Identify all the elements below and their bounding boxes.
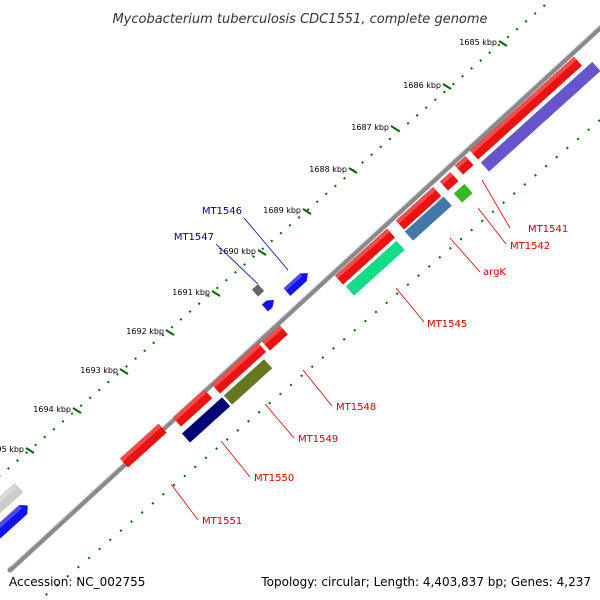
tick-mark bbox=[25, 447, 35, 454]
feature-argk bbox=[395, 186, 442, 230]
accession-text: Accession: NC_002755 bbox=[9, 575, 145, 589]
gene-features bbox=[0, 56, 600, 539]
feature-argk-shade bbox=[395, 187, 436, 224]
feature-argk-inner bbox=[404, 196, 452, 241]
feature-mt1547 bbox=[251, 283, 265, 297]
feature-mt1548-shade bbox=[261, 325, 283, 345]
feature-mt1542-shade bbox=[439, 172, 454, 185]
feature-mt1541-shade bbox=[469, 56, 577, 154]
feature-mt1551 bbox=[119, 423, 167, 468]
tick-mark bbox=[390, 125, 400, 132]
feature-mt1549-shade bbox=[211, 343, 261, 388]
feature-mt1548 bbox=[261, 325, 289, 351]
feature-mt1541 bbox=[469, 56, 583, 160]
gene-label-mt1542[interactable]: MT1542 bbox=[510, 241, 550, 252]
feature-mt1542-inner bbox=[453, 183, 473, 203]
feature-mt1545-inner bbox=[345, 240, 405, 296]
feature-left-blue-shade bbox=[0, 505, 22, 529]
genome-summary-text: Topology: circular; Length: 4,403,837 bp… bbox=[260, 575, 591, 589]
tick-label: 1692 kbp bbox=[126, 327, 164, 336]
feature-mt1542b-shade bbox=[454, 156, 469, 169]
inner-tick-ring bbox=[39, 119, 600, 600]
gene-label-mt1546[interactable]: MT1546 bbox=[202, 206, 242, 217]
gene-labels: MT1541 MT1542 argK MT1545 MT1546 MT1547 MT1548… bbox=[174, 206, 568, 527]
feature-mt1546 bbox=[283, 272, 309, 297]
gene-leaders bbox=[170, 179, 511, 521]
leader-line bbox=[264, 403, 295, 439]
leader-line bbox=[449, 237, 481, 273]
tick-mark bbox=[257, 249, 267, 256]
feature-mt1545-shade bbox=[334, 228, 390, 279]
gene-label-mt1550[interactable]: MT1550 bbox=[254, 473, 294, 484]
feature-mt1551-shade bbox=[119, 423, 162, 462]
tick-label: 1685 kbp bbox=[459, 38, 497, 47]
genome-backbone-highlight bbox=[9, 24, 600, 568]
gene-label-mt1548[interactable]: MT1548 bbox=[336, 402, 376, 413]
gene-label-mt1549[interactable]: MT1549 bbox=[298, 434, 338, 445]
tick-mark bbox=[211, 290, 221, 297]
tick-label: 1691 kbp bbox=[172, 288, 210, 297]
tick-label: 1686 kbp bbox=[403, 81, 441, 90]
tick-labels: 1685 kbp 1686 kbp 1687 kbp 1688 kbp 1689 kbp… bbox=[0, 38, 508, 454]
feature-mt1550-inner bbox=[181, 397, 231, 443]
leader-line bbox=[481, 179, 511, 229]
gene-label-mt1551[interactable]: MT1551 bbox=[202, 516, 242, 527]
tick-label: 1694 kbp bbox=[33, 405, 71, 414]
leader-line bbox=[243, 217, 289, 271]
feature-mt1541-inner bbox=[480, 61, 600, 172]
tick-label: 1690 kbp bbox=[218, 247, 256, 256]
genome-backbone bbox=[7, 25, 600, 573]
feature-left-grey bbox=[0, 483, 24, 514]
feature-mt1550-shade bbox=[172, 389, 207, 421]
leader-line bbox=[170, 483, 199, 521]
map-title: Mycobacterium tuberculosis CDC1551, comp… bbox=[112, 12, 487, 27]
gene-label-mt1547[interactable]: MT1547 bbox=[174, 232, 214, 243]
feature-mt1547b bbox=[261, 299, 275, 312]
gene-label-mt1541[interactable]: MT1541 bbox=[528, 224, 568, 235]
feature-mt1542 bbox=[439, 171, 459, 191]
feature-mt1545 bbox=[334, 228, 396, 285]
gene-label-mt1545[interactable]: MT1545 bbox=[427, 319, 467, 330]
tick-mark bbox=[442, 83, 452, 90]
leader-line bbox=[395, 287, 425, 323]
feature-mt1549-inner bbox=[223, 359, 273, 405]
leader-line bbox=[477, 207, 507, 245]
feature-mt1550 bbox=[172, 389, 213, 427]
gene-label-argk[interactable]: argK bbox=[483, 267, 506, 278]
tick-label: 1689 kbp bbox=[263, 206, 301, 215]
feature-left-grey-shade bbox=[0, 483, 18, 503]
leader-line bbox=[220, 440, 251, 478]
leader-line bbox=[215, 243, 259, 285]
tick-mark bbox=[302, 208, 312, 215]
tick-label: 1687 kbp bbox=[351, 123, 389, 132]
tick-mark bbox=[165, 329, 175, 336]
feature-mt1546-shade bbox=[283, 273, 303, 291]
feature-left-blue bbox=[0, 504, 28, 539]
feature-mt1549 bbox=[211, 342, 267, 394]
tick-mark bbox=[72, 407, 82, 414]
tick-label: 1695 kbp bbox=[0, 445, 24, 454]
leader-line bbox=[302, 369, 333, 407]
outer-tick-ring bbox=[0, 4, 546, 478]
tick-label: 1693 kbp bbox=[80, 366, 118, 375]
tick-label: 1688 kbp bbox=[309, 165, 347, 174]
tick-mark bbox=[119, 368, 129, 375]
feature-mt1542b bbox=[454, 155, 474, 175]
tick-mark bbox=[348, 167, 358, 174]
tick-mark bbox=[498, 40, 508, 47]
